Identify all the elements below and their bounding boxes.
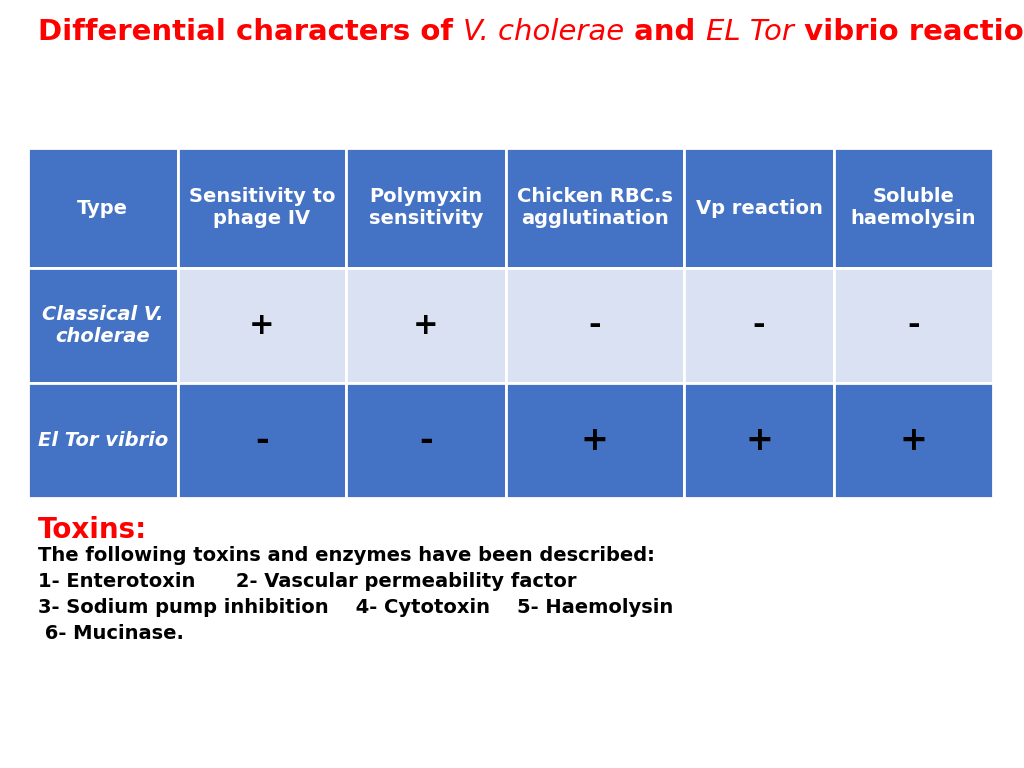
- Bar: [28, 148, 177, 268]
- Bar: [346, 383, 506, 498]
- Text: Chicken RBC.s
agglutination: Chicken RBC.s agglutination: [517, 187, 673, 229]
- Bar: [506, 383, 684, 498]
- Bar: [684, 383, 834, 498]
- Bar: [834, 383, 993, 498]
- Text: Soluble
haemolysin: Soluble haemolysin: [851, 187, 976, 229]
- Text: vibrio reaction: vibrio reaction: [794, 18, 1024, 46]
- Bar: [177, 268, 346, 383]
- Text: -: -: [907, 311, 920, 340]
- Text: 6- Mucinase.: 6- Mucinase.: [38, 624, 184, 643]
- Bar: [834, 148, 993, 268]
- Text: -: -: [255, 424, 269, 457]
- Text: Type: Type: [77, 198, 128, 217]
- Text: El Tor vibrio: El Tor vibrio: [38, 431, 168, 450]
- Text: Toxins:: Toxins:: [38, 516, 147, 544]
- Text: +: +: [581, 424, 609, 457]
- Text: 3- Sodium pump inhibition    4- Cytotoxin    5- Haemolysin: 3- Sodium pump inhibition 4- Cytotoxin 5…: [38, 598, 673, 617]
- Text: +: +: [249, 311, 274, 340]
- Text: Classical V.
cholerae: Classical V. cholerae: [42, 305, 164, 346]
- Text: -: -: [589, 311, 601, 340]
- Bar: [346, 148, 506, 268]
- Text: Vp reaction: Vp reaction: [695, 198, 822, 217]
- Text: +: +: [745, 424, 773, 457]
- Bar: [506, 148, 684, 268]
- Text: -: -: [753, 311, 765, 340]
- Text: +: +: [899, 424, 928, 457]
- Text: Differential characters of: Differential characters of: [38, 18, 463, 46]
- Text: -: -: [419, 424, 433, 457]
- Bar: [684, 148, 834, 268]
- Text: 1- Enterotoxin      2- Vascular permeability factor: 1- Enterotoxin 2- Vascular permeability …: [38, 572, 577, 591]
- Text: Polymyxin
sensitivity: Polymyxin sensitivity: [369, 187, 483, 229]
- Bar: [28, 383, 177, 498]
- Text: V. cholerae: V. cholerae: [463, 18, 625, 46]
- Text: and: and: [625, 18, 706, 46]
- Bar: [177, 148, 346, 268]
- Bar: [834, 268, 993, 383]
- Bar: [28, 268, 177, 383]
- Bar: [177, 383, 346, 498]
- Text: Sensitivity to
phage IV: Sensitivity to phage IV: [188, 187, 335, 229]
- Bar: [684, 268, 834, 383]
- Text: +: +: [414, 311, 439, 340]
- Bar: [346, 268, 506, 383]
- Text: EL Tor: EL Tor: [706, 18, 794, 46]
- Text: The following toxins and enzymes have been described:: The following toxins and enzymes have be…: [38, 546, 655, 565]
- Bar: [506, 268, 684, 383]
